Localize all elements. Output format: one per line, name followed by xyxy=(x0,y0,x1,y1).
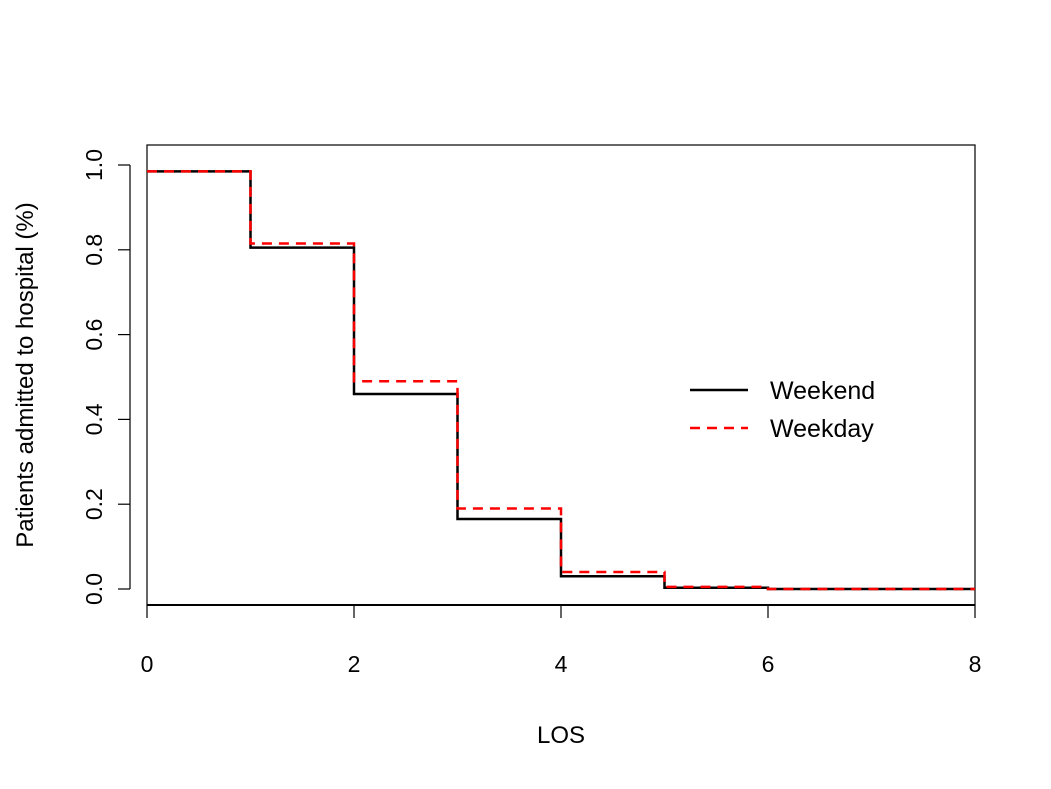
y-tick-label: 0.8 xyxy=(81,234,107,266)
legend-label-weekend: Weekend xyxy=(770,377,875,405)
x-axis-label: LOS xyxy=(537,722,585,749)
y-axis: 0.0 0.2 0.4 0.6 0.8 1.0 xyxy=(81,149,131,605)
legend-label-weekday: Weekday xyxy=(770,415,874,443)
x-tick-label: 0 xyxy=(141,651,154,677)
legend: Weekend Weekday xyxy=(690,377,875,443)
y-tick-label: 0.0 xyxy=(81,573,107,605)
y-tick-label: 0.4 xyxy=(81,403,107,435)
series-line-weekday xyxy=(147,170,975,591)
x-tick-label: 4 xyxy=(555,651,568,677)
x-tick-label: 2 xyxy=(348,651,361,677)
x-axis: 0 2 4 6 8 xyxy=(141,605,982,677)
x-tick-label: 6 xyxy=(762,651,775,677)
y-tick-label: 1.0 xyxy=(81,149,107,181)
y-tick-label: 0.6 xyxy=(81,319,107,351)
x-tick-label: 8 xyxy=(969,651,982,677)
y-axis-label: Patients admitted to hospital (%) xyxy=(12,202,39,548)
y-tick-label: 0.2 xyxy=(81,488,107,520)
series-line-weekend xyxy=(147,170,975,591)
series-layer xyxy=(147,170,975,591)
